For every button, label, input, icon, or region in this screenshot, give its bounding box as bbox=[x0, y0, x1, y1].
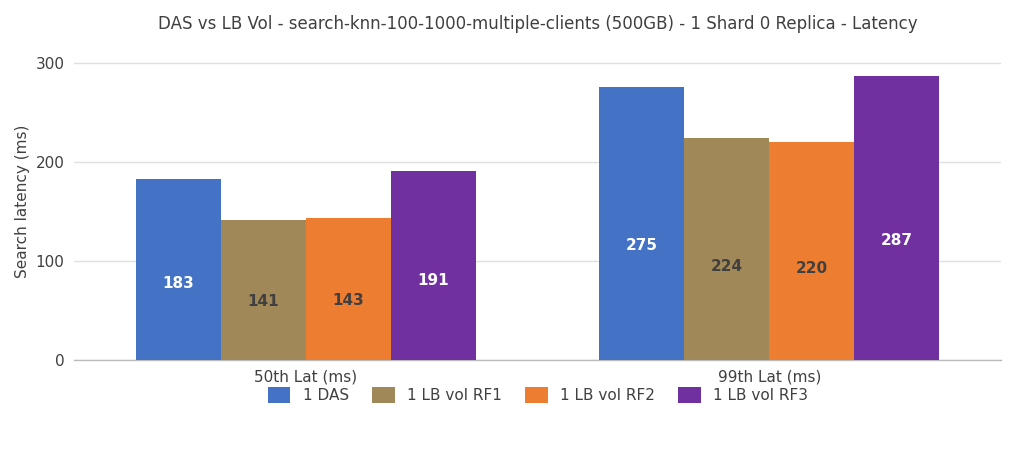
Text: 224: 224 bbox=[711, 259, 743, 274]
Text: 287: 287 bbox=[881, 233, 912, 248]
Title: DAS vs LB Vol - search-knn-100-1000-multiple-clients (500GB) - 1 Shard 0 Replica: DAS vs LB Vol - search-knn-100-1000-mult… bbox=[157, 15, 917, 33]
Bar bbox=[599, 87, 685, 360]
Bar bbox=[136, 179, 221, 360]
Bar bbox=[391, 171, 475, 360]
Text: 143: 143 bbox=[332, 293, 365, 308]
Bar bbox=[854, 76, 939, 360]
Text: 275: 275 bbox=[626, 238, 658, 253]
Bar bbox=[221, 220, 306, 360]
Text: 183: 183 bbox=[163, 276, 194, 291]
Y-axis label: Search latency (ms): Search latency (ms) bbox=[15, 125, 30, 278]
Bar bbox=[306, 218, 391, 360]
Bar bbox=[769, 142, 854, 360]
Bar bbox=[685, 138, 769, 360]
Text: 191: 191 bbox=[418, 273, 449, 288]
Text: 141: 141 bbox=[248, 294, 279, 309]
Text: 220: 220 bbox=[796, 261, 828, 276]
Legend: 1 DAS, 1 LB vol RF1, 1 LB vol RF2, 1 LB vol RF3: 1 DAS, 1 LB vol RF1, 1 LB vol RF2, 1 LB … bbox=[261, 381, 814, 409]
